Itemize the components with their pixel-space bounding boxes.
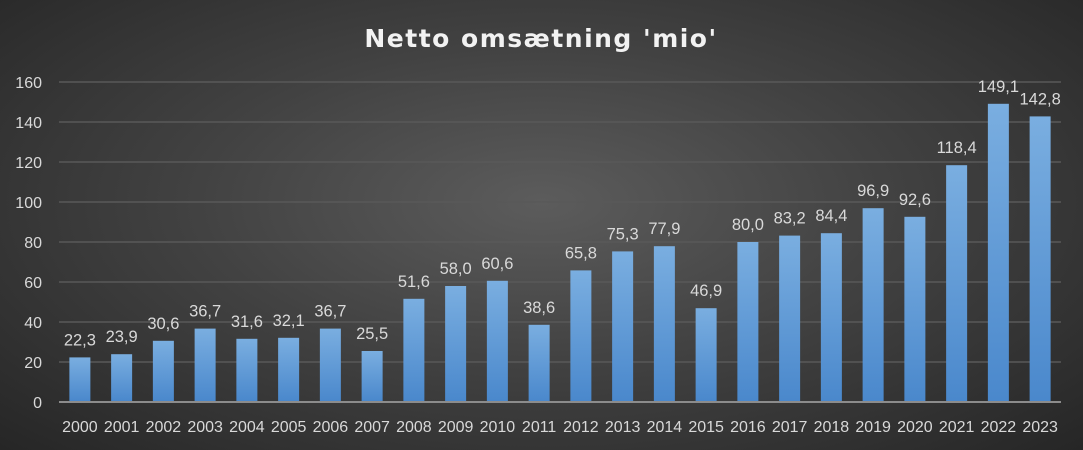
x-tick-label: 2012 (563, 419, 599, 436)
bar (653, 246, 675, 401)
x-tick-label: 2021 (939, 419, 975, 436)
bar (904, 216, 926, 401)
y-axis: 0 20 40 60 80 100 120 140 160 (15, 75, 42, 412)
data-label: 25,5 (356, 325, 388, 343)
x-tick-label: 2001 (104, 419, 140, 436)
data-label: 149,1 (978, 78, 1019, 96)
data-label: 36,7 (314, 303, 346, 321)
bar (528, 324, 550, 401)
x-tick-label: 2006 (313, 419, 349, 436)
y-tick-label: 160 (15, 75, 42, 92)
data-label: 96,9 (857, 182, 889, 200)
data-label: 36,7 (189, 303, 221, 321)
data-label: 31,6 (231, 313, 263, 331)
bar (69, 357, 91, 401)
bar (111, 354, 133, 401)
bar (862, 208, 884, 401)
data-label: 23,9 (106, 328, 138, 346)
bar (570, 270, 592, 401)
data-label: 22,3 (64, 331, 96, 349)
data-label: 142,8 (1019, 90, 1060, 108)
bar (278, 337, 300, 401)
y-tick-label: 20 (24, 355, 42, 372)
data-label: 30,6 (147, 315, 179, 333)
x-axis: 2000 2001 2002 2003 2004 2005 2006 2007 2008 2009… (62, 419, 1058, 436)
bars (69, 103, 1051, 402)
x-tick-label: 2009 (438, 419, 474, 436)
y-tick-label: 40 (24, 315, 42, 332)
data-label: 83,2 (774, 210, 806, 228)
bar (987, 103, 1009, 402)
bar (1029, 116, 1051, 402)
gridlines (59, 81, 1061, 403)
x-tick-label: 2013 (605, 419, 641, 436)
y-tick-label: 120 (15, 155, 42, 172)
x-tick-label: 2014 (647, 419, 683, 436)
data-label: 77,9 (648, 220, 680, 238)
bar (779, 235, 801, 401)
data-label: 58,0 (440, 260, 472, 278)
bar (152, 340, 174, 401)
x-tick-label: 2020 (897, 419, 933, 436)
data-label: 32,1 (273, 312, 305, 330)
x-tick-label: 2005 (271, 419, 307, 436)
data-label: 80,0 (732, 216, 764, 234)
data-label: 38,6 (523, 299, 555, 317)
bar (319, 328, 341, 401)
bar (361, 351, 383, 401)
data-labels: 22,3 23,9 30,6 36,7 31,6 32,1 36,7 25,5 51,6 58,0… (64, 78, 1061, 350)
data-label: 92,6 (899, 191, 931, 209)
bar (946, 165, 968, 401)
x-tick-label: 2022 (981, 419, 1017, 436)
bar (403, 298, 425, 401)
y-tick-label: 140 (15, 115, 42, 132)
x-tick-label: 2011 (522, 419, 557, 436)
data-label: 46,9 (690, 282, 722, 300)
x-tick-label: 2019 (855, 419, 891, 436)
y-tick-label: 60 (24, 275, 42, 292)
bar (445, 286, 467, 401)
bar (236, 338, 258, 401)
bar (486, 280, 508, 401)
data-label: 118,4 (937, 139, 977, 157)
x-tick-label: 2010 (480, 419, 516, 436)
data-label: 84,4 (815, 207, 847, 225)
x-tick-label: 2016 (730, 419, 766, 436)
x-tick-label: 2008 (396, 419, 432, 436)
data-label: 75,3 (607, 225, 639, 243)
x-tick-label: 2002 (146, 419, 182, 436)
x-tick-label: 2018 (814, 419, 850, 436)
bar (695, 308, 717, 401)
data-label: 60,6 (481, 255, 513, 273)
x-tick-label: 2007 (354, 419, 390, 436)
x-tick-label: 2003 (187, 419, 223, 436)
bar (820, 233, 842, 401)
y-tick-label: 100 (15, 195, 42, 212)
x-tick-label: 2023 (1022, 419, 1058, 436)
data-label: 65,8 (565, 244, 597, 262)
x-tick-label: 2000 (62, 419, 98, 436)
x-tick-label: 2015 (688, 419, 724, 436)
bar (194, 328, 216, 401)
x-tick-label: 2004 (229, 419, 265, 436)
data-label: 51,6 (398, 273, 430, 291)
chart-title: Netto omsætning 'mio' (364, 24, 717, 53)
y-tick-label: 0 (33, 395, 42, 412)
y-tick-label: 80 (24, 235, 42, 252)
bar (737, 242, 759, 401)
bar (612, 251, 634, 401)
x-tick-label: 2017 (772, 419, 808, 436)
